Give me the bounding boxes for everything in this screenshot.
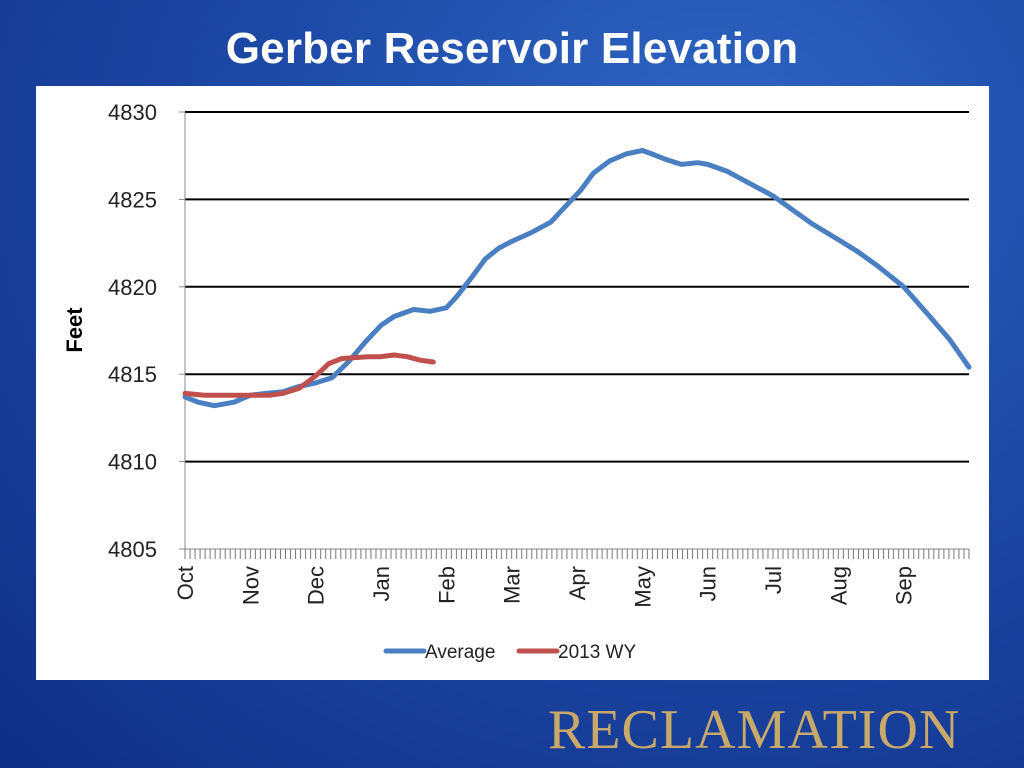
axes [179, 111, 970, 559]
x-tick-label-jun: Jun [696, 566, 721, 601]
elevation-line-chart: 4805 4810 4815 4820 4825 4830 Oct Nov Dec Jan Feb… [62, 100, 972, 663]
x-tick-labels: Oct Nov Dec Jan Feb Mar Apr May Jun Jul Aug Sep [173, 566, 917, 608]
x-tick-label-jul: Jul [761, 566, 786, 594]
series-lines [182, 148, 972, 409]
y-tick-label: 4820 [108, 275, 157, 300]
x-tick-label-apr: Apr [565, 566, 590, 600]
legend: Average 2013 WY [383, 642, 636, 663]
slide-title: Gerber Reservoir Elevation [225, 24, 799, 73]
y-tick-label: 4805 [108, 537, 157, 562]
chart-panel: 4805 4810 4815 4820 4825 4830 Oct Nov Dec Jan Feb… [36, 86, 989, 680]
series-line-2013-wy [182, 352, 436, 398]
y-axis-title: Feet [62, 307, 87, 353]
series-line-average [182, 148, 972, 409]
x-tick-label-jan: Jan [369, 566, 394, 601]
x-tick-label-nov: Nov [238, 566, 263, 605]
x-tick-label-aug: Aug [826, 566, 851, 605]
x-tick-label-feb: Feb [434, 566, 459, 604]
y-tick-label: 4810 [108, 450, 157, 475]
legend-label-2013-wy: 2013 WY [558, 642, 636, 663]
x-tick-label-sep: Sep [892, 566, 917, 605]
x-tick-label-oct: Oct [173, 566, 198, 600]
grid-lines [185, 111, 969, 463]
y-tick-label: 4825 [108, 187, 157, 212]
y-tick-labels: 4805 4810 4815 4820 4825 4830 [108, 100, 157, 562]
x-tick-label-dec: Dec [304, 566, 329, 605]
reclamation-logo: RECLAMATION [548, 699, 961, 761]
legend-label-average: Average [425, 642, 495, 663]
y-tick-label: 4830 [108, 100, 157, 125]
x-tick-label-may: May [630, 566, 655, 608]
x-tick-label-mar: Mar [500, 566, 525, 604]
y-tick-label: 4815 [108, 362, 157, 387]
